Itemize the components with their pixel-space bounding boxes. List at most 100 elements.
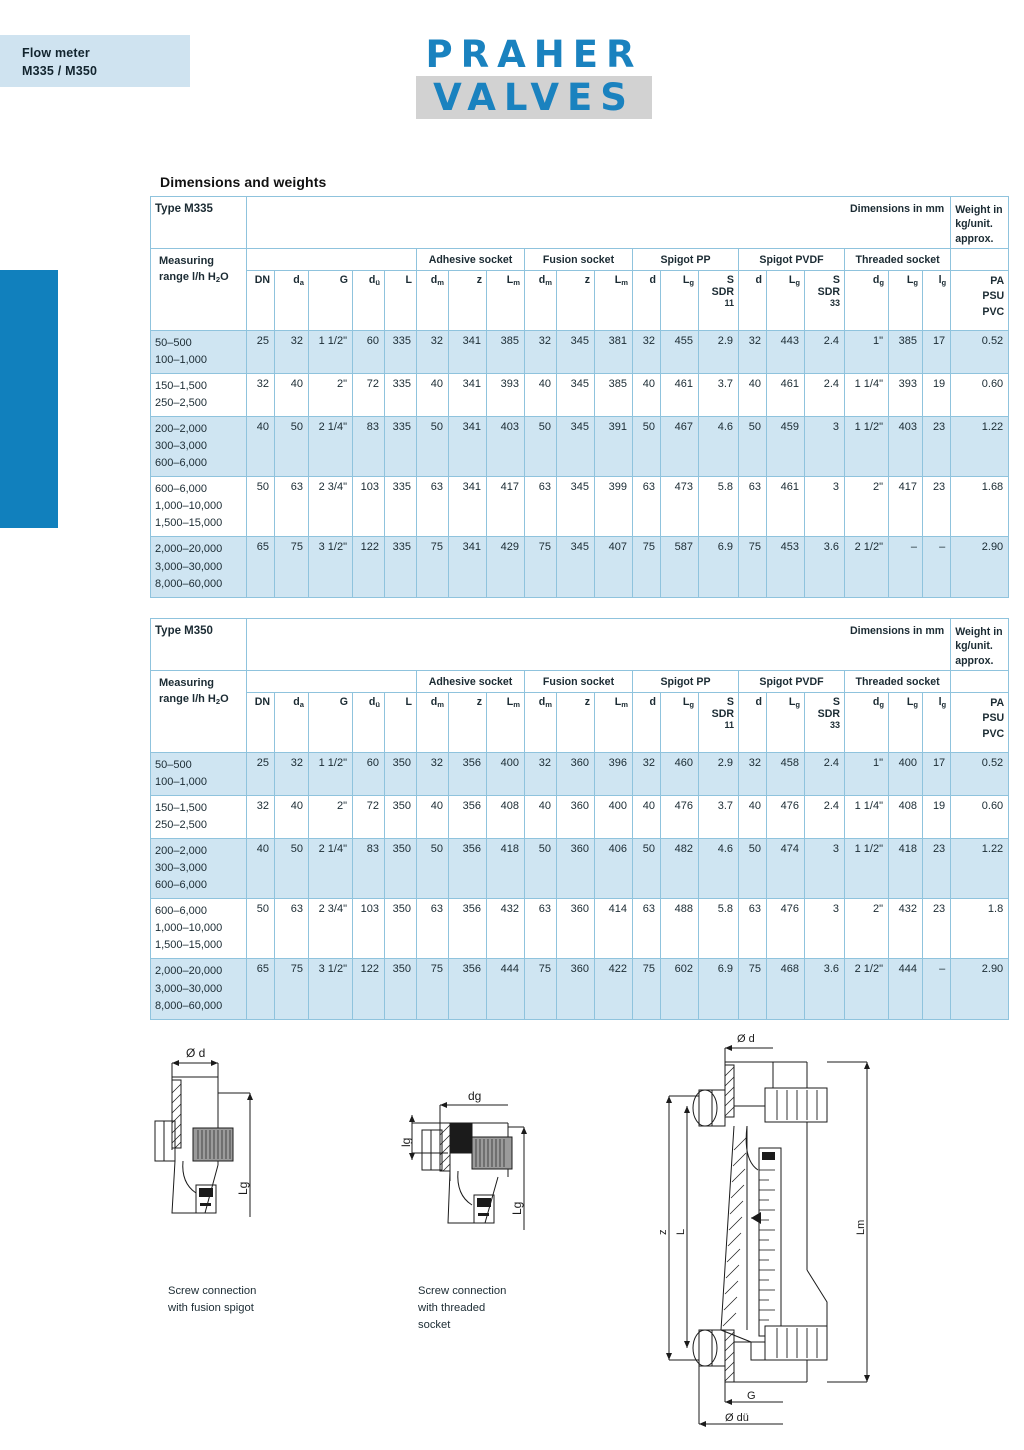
cell-adh-z: 341 bbox=[448, 373, 487, 418]
cell-adh-lm: 393 bbox=[486, 373, 525, 418]
cell-g: 3 1/2" bbox=[308, 536, 353, 598]
dim-label-Lg: Lg bbox=[236, 1182, 250, 1195]
cell-l: 350 bbox=[384, 958, 417, 1020]
cell-adh-dm: 63 bbox=[416, 898, 449, 960]
cell-pvdf-lg: 461 bbox=[766, 476, 805, 538]
caption-line: with fusion spigot bbox=[168, 1301, 254, 1314]
cell-thr-dg: 2 1/2" bbox=[844, 536, 889, 598]
praher-valves-logo: PRAHER VALVES bbox=[416, 33, 652, 119]
col-header-dn: DN bbox=[246, 692, 275, 753]
cell-pvdf-lg: 461 bbox=[766, 373, 805, 418]
table-symbol-header-row: DN da G dü L dm z Lm dm z Lm d Lg S SDR … bbox=[151, 692, 1010, 753]
cell-thr-lg: 19 bbox=[921, 795, 952, 840]
cell-pvdf-s: 2.4 bbox=[804, 795, 845, 840]
cell-pp-lg: 488 bbox=[660, 898, 699, 960]
cell-adh-lm: 432 bbox=[486, 898, 525, 960]
cell-thr-dg: 2" bbox=[844, 476, 889, 538]
cell-adh-z: 341 bbox=[448, 329, 487, 375]
cell-pvdf-s: 2.4 bbox=[804, 373, 845, 418]
drawing-screw-connection-fusion-spigot: Ø d Lg bbox=[154, 1046, 253, 1217]
col-header-adhesive-z: z bbox=[448, 692, 487, 753]
cell-dn: 50 bbox=[246, 476, 275, 538]
cell-pvdf-d: 32 bbox=[738, 751, 767, 797]
cell-pp-lg: 455 bbox=[660, 329, 699, 375]
cell-adh-dm: 40 bbox=[416, 373, 449, 418]
col-header-pp-s-sdr11: S SDR 11 bbox=[698, 692, 739, 753]
cell-pp-s: 3.7 bbox=[698, 795, 739, 840]
cell-thr-dg: 1 1/2" bbox=[844, 838, 889, 900]
cell-thr-lg: 17 bbox=[921, 751, 952, 797]
cell-dn: 40 bbox=[246, 416, 275, 478]
cell-pvdf-d: 75 bbox=[738, 958, 767, 1020]
cell-l: 335 bbox=[384, 373, 417, 418]
cell-pvdf-s: 2.4 bbox=[804, 751, 845, 797]
group-basic bbox=[246, 670, 417, 693]
cell-adh-z: 341 bbox=[448, 476, 487, 538]
cell-l: 350 bbox=[384, 795, 417, 840]
col-header-fusion-dm: dm bbox=[524, 692, 557, 753]
cell-dn: 32 bbox=[246, 795, 275, 840]
cell-du: 103 bbox=[352, 898, 385, 960]
table-type-label: Type M335 bbox=[150, 196, 247, 249]
cell-adh-dm: 50 bbox=[416, 838, 449, 900]
group-adhesive-socket: Adhesive socket bbox=[416, 248, 525, 271]
group-threaded-socket: Threaded socket bbox=[843, 670, 952, 693]
document-title-box: Flow meter M335 / M350 bbox=[0, 35, 190, 87]
cell-thr-lg: 23 bbox=[921, 476, 952, 538]
cell-adh-lm: 385 bbox=[486, 329, 525, 375]
col-header-du: dü bbox=[352, 692, 385, 753]
cell-measuring-range: 2,000–20,000 3,000–30,000 8,000–60,000 bbox=[150, 958, 247, 1020]
cell-pp-s: 5.8 bbox=[698, 898, 739, 960]
cell-fus-z: 345 bbox=[556, 373, 595, 418]
cell-g: 2" bbox=[308, 795, 353, 840]
dim-label-Lg: Lg bbox=[510, 1202, 524, 1215]
table-row: 200–2,000 300–3,000 600–6,000 40 50 2 1/4" 83 3… bbox=[150, 838, 1010, 900]
dim-label-dg: dg bbox=[468, 1089, 481, 1103]
cell-dn: 65 bbox=[246, 958, 275, 1020]
cell-pp-s: 2.9 bbox=[698, 329, 739, 375]
col-header-threaded-lg: lg bbox=[921, 270, 952, 331]
table-group-header-row: Measuring range l/h H2O Adhesive socket … bbox=[150, 248, 1010, 331]
cell-pvdf-d: 63 bbox=[738, 476, 767, 538]
cell-fus-lm: 396 bbox=[594, 751, 633, 797]
cell-pvdf-lg: 468 bbox=[766, 958, 805, 1020]
col-header-pp-lg: Lg bbox=[660, 692, 699, 753]
col-header-pp-s-sdr11: S SDR 11 bbox=[698, 270, 739, 331]
col-header-pp-d: d bbox=[632, 270, 661, 331]
cell-fus-dm: 32 bbox=[524, 751, 557, 797]
cell-pvdf-s: 3 bbox=[804, 898, 845, 960]
section-heading: Dimensions and weights bbox=[160, 174, 327, 190]
caption-fusion-spigot: Screw connection with fusion spigot bbox=[168, 1283, 256, 1317]
cell-thr-lg: 23 bbox=[921, 416, 952, 478]
cell-weight: 0.52 bbox=[950, 751, 1010, 797]
cell-fus-z: 345 bbox=[556, 476, 595, 538]
col-header-dn: DN bbox=[246, 270, 275, 331]
cell-da: 75 bbox=[274, 958, 309, 1020]
cell-thr-Lg: – bbox=[888, 536, 923, 598]
cell-fus-z: 360 bbox=[556, 898, 595, 960]
cell-pp-lg: 587 bbox=[660, 536, 699, 598]
cell-g: 1 1/2" bbox=[308, 751, 353, 797]
cell-da: 32 bbox=[274, 329, 309, 375]
col-header-fusion-z: z bbox=[556, 692, 595, 753]
cell-thr-dg: 1 1/4" bbox=[844, 795, 889, 840]
caption-line: with threaded bbox=[418, 1301, 486, 1314]
col-header-materials: PA PSU PVC bbox=[950, 692, 1010, 753]
cell-adh-dm: 63 bbox=[416, 476, 449, 538]
col-header-pvdf-lg: Lg bbox=[766, 270, 805, 331]
dimensions-table-m350: Type M350 Dimensions in mm Weight in kg/… bbox=[150, 618, 1010, 1020]
group-fusion-socket: Fusion socket bbox=[524, 248, 633, 271]
table-row: 150–1,500 250–2,500 32 40 2" 72 350 40 356 408 40 3… bbox=[150, 795, 1010, 840]
cell-adh-lm: 429 bbox=[486, 536, 525, 598]
cell-du: 122 bbox=[352, 536, 385, 598]
cell-weight: 1.22 bbox=[950, 838, 1010, 900]
cell-thr-dg: 2" bbox=[844, 898, 889, 960]
cell-measuring-range: 600–6,000 1,000–10,000 1,500–15,000 bbox=[150, 476, 247, 538]
table-group-header-row: Measuring range l/h H2O Adhesive socket … bbox=[150, 670, 1010, 753]
group-spigot-pp: Spigot PP bbox=[632, 248, 739, 271]
cell-pvdf-lg: 474 bbox=[766, 838, 805, 900]
cell-weight: 1.8 bbox=[950, 898, 1010, 960]
cell-thr-Lg: 417 bbox=[888, 476, 923, 538]
cell-fus-dm: 32 bbox=[524, 329, 557, 375]
cell-thr-lg: 23 bbox=[921, 898, 952, 960]
